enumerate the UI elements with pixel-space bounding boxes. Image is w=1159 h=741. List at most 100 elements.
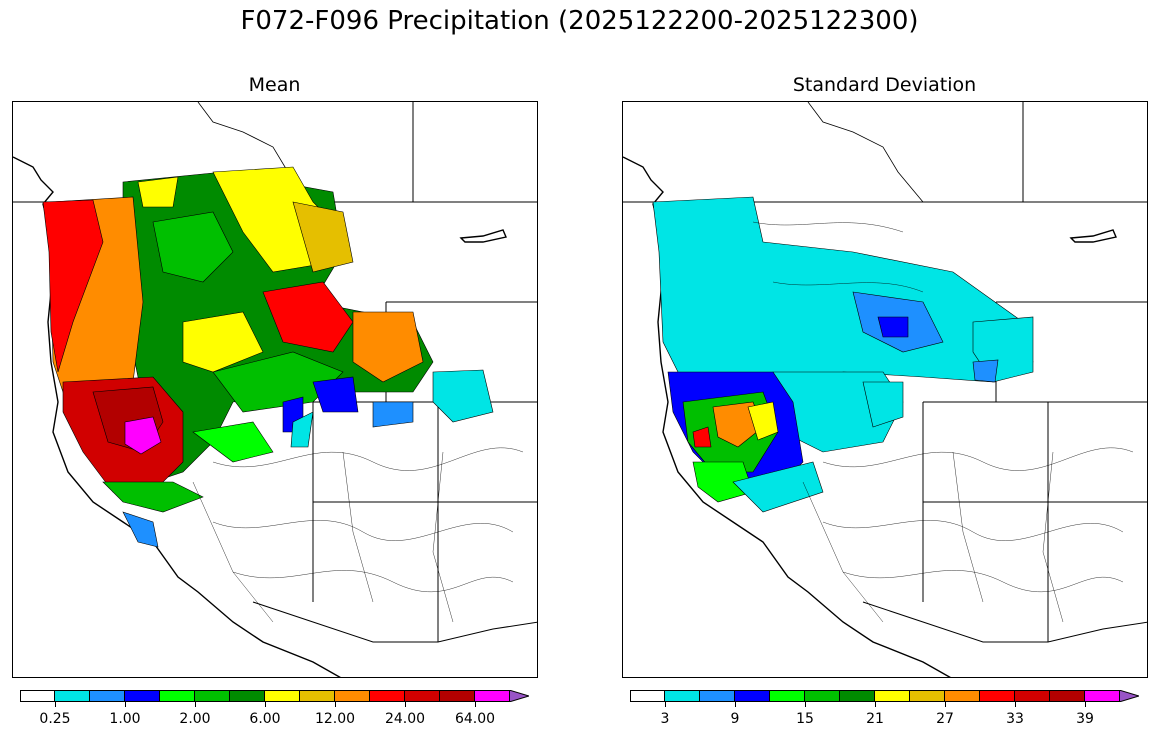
stddev-colorbar-segment [630, 690, 665, 702]
stddev-colorbar-segment [770, 690, 805, 702]
stddev-red-spot [692, 426, 712, 448]
stddev-colorbar-tick [665, 702, 666, 707]
stddev-colorbar-segment [910, 690, 945, 702]
mean-lake [459, 229, 507, 243]
mean-colorbar-tick [125, 702, 126, 707]
stddev-colorbar-tick-label: 39 [1076, 711, 1094, 727]
stddev-colorbar-segment [700, 690, 735, 702]
mean-colorbar-segment [230, 690, 265, 702]
stddev-colorbar-tick-label: 33 [1006, 711, 1024, 727]
stddev-cyan-w [862, 381, 904, 428]
mean-basins [192, 447, 524, 623]
stddev-basins [752, 221, 1134, 623]
stddev-blue-n [877, 316, 909, 338]
mean-bluecoast [122, 511, 159, 548]
mean-colorbar-tick-label: 2.00 [179, 711, 211, 727]
stddev-colorbar-tick [1015, 702, 1016, 707]
mean-greencoast [102, 481, 204, 513]
stddev-colorbar-segment [665, 690, 700, 702]
mean-gold-east [292, 201, 354, 273]
stddev-colorbar-segment [805, 690, 840, 702]
stddev-colorbar-tick-label: 21 [866, 711, 884, 727]
mean-colorbar-segment [405, 690, 440, 702]
stddev-dodgerblue-e [972, 359, 999, 383]
mean-mexico-border [252, 601, 537, 643]
mean-blue-patch [312, 376, 359, 413]
stddev-colorbar-frame [630, 690, 1120, 702]
stddev-panel-title: Standard Deviation [792, 74, 977, 96]
stddev-field [652, 196, 1034, 513]
stddev-map-canvas [623, 102, 1147, 677]
mean-lightgreen-a [152, 211, 234, 283]
mean-colorbar [20, 690, 510, 702]
stddev-colorbar [630, 690, 1120, 702]
mean-colorbar-tick [55, 702, 56, 707]
mean-colorbar-tick [195, 702, 196, 707]
mean-colorbar-tick [405, 702, 406, 707]
mean-colorbar-tick [475, 702, 476, 707]
mean-colorbar-tick [335, 702, 336, 707]
mean-colorbar-segment [160, 690, 195, 702]
mean-colorbar-segment [370, 690, 405, 702]
mean-yellow-mid [182, 311, 264, 373]
mean-colorbar-segment [335, 690, 370, 702]
stddev-lake [1069, 229, 1117, 243]
mean-orange-east [352, 311, 424, 383]
stddev-colorbar-tick-label: 3 [660, 711, 670, 727]
stddev-colorbar-segment [840, 690, 875, 702]
mean-cyan-small [290, 411, 314, 448]
stddev-colorbar-segment [980, 690, 1015, 702]
stddev-colorbar-tick [875, 702, 876, 707]
mean-red-east [262, 281, 354, 353]
stddev-cyan-north [652, 196, 1034, 403]
mean-colorbar-tick [265, 702, 266, 707]
stddev-yellow-core [747, 401, 779, 441]
stddev-colorbar-segment [735, 690, 770, 702]
mean-yellow-small [137, 176, 179, 208]
mean-colorbar-tick-label: 1.00 [109, 711, 141, 727]
stddev-colorbar-tick [1085, 702, 1086, 707]
stddev-cyan-south [732, 461, 824, 513]
stddev-colorbar-tick-label: 9 [730, 711, 740, 727]
mean-coastline [13, 156, 341, 677]
mean-red-coast [42, 199, 104, 373]
mean-colorbar-tick-label: 24.00 [384, 711, 426, 727]
mean-colorbar-segment [440, 690, 475, 702]
figure-title: F072-F096 Precipitation (2025122200-2025… [240, 6, 919, 36]
mean-map [12, 101, 538, 678]
stddev-colorbar-segment [875, 690, 910, 702]
mean-colorbar-frame [20, 690, 510, 702]
mean-cyan-east [432, 369, 494, 423]
stddev-map [622, 101, 1148, 678]
mean-colorbar-tick-label: 0.25 [39, 711, 71, 727]
stddev-colorbar-tick [945, 702, 946, 707]
mean-colorbar-tick-label: 64.00 [454, 711, 496, 727]
mean-precip-field [42, 166, 494, 548]
mean-dodgerblue [372, 401, 414, 428]
stddev-colorbar-tick [805, 702, 806, 707]
mean-colorbar-segment [125, 690, 160, 702]
mean-colorbar-segment [300, 690, 335, 702]
stddev-colorbar-segment [945, 690, 980, 702]
stddev-canada-line [807, 102, 924, 203]
mean-colorbar-tick-label: 12.00 [314, 711, 356, 727]
mean-colorbar-segment [195, 690, 230, 702]
stddev-green-coast [692, 461, 754, 503]
stddev-colorbar-extend-arrow [1119, 690, 1139, 702]
mean-colorbar-segment [90, 690, 125, 702]
mean-brightgreen [192, 421, 274, 463]
mean-colorbar-tick-label: 6.00 [249, 711, 281, 727]
stddev-colorbar-tick-label: 27 [936, 711, 954, 727]
stddev-colorbar-segment [1015, 690, 1050, 702]
mean-colorbar-segment [265, 690, 300, 702]
stddev-colorbar-segment [1050, 690, 1085, 702]
stddev-coastline [623, 156, 951, 677]
mean-colorbar-segment [20, 690, 55, 702]
mean-magenta-peak [124, 416, 162, 455]
mean-colorbar-segment [55, 690, 90, 702]
stddev-colorbar-tick [735, 702, 736, 707]
stddev-colorbar-tick-label: 15 [796, 711, 814, 727]
stddev-mexico-border [862, 601, 1147, 643]
mean-panel-title: Mean [248, 74, 301, 96]
mean-colorbar-extend-arrow [509, 690, 529, 702]
